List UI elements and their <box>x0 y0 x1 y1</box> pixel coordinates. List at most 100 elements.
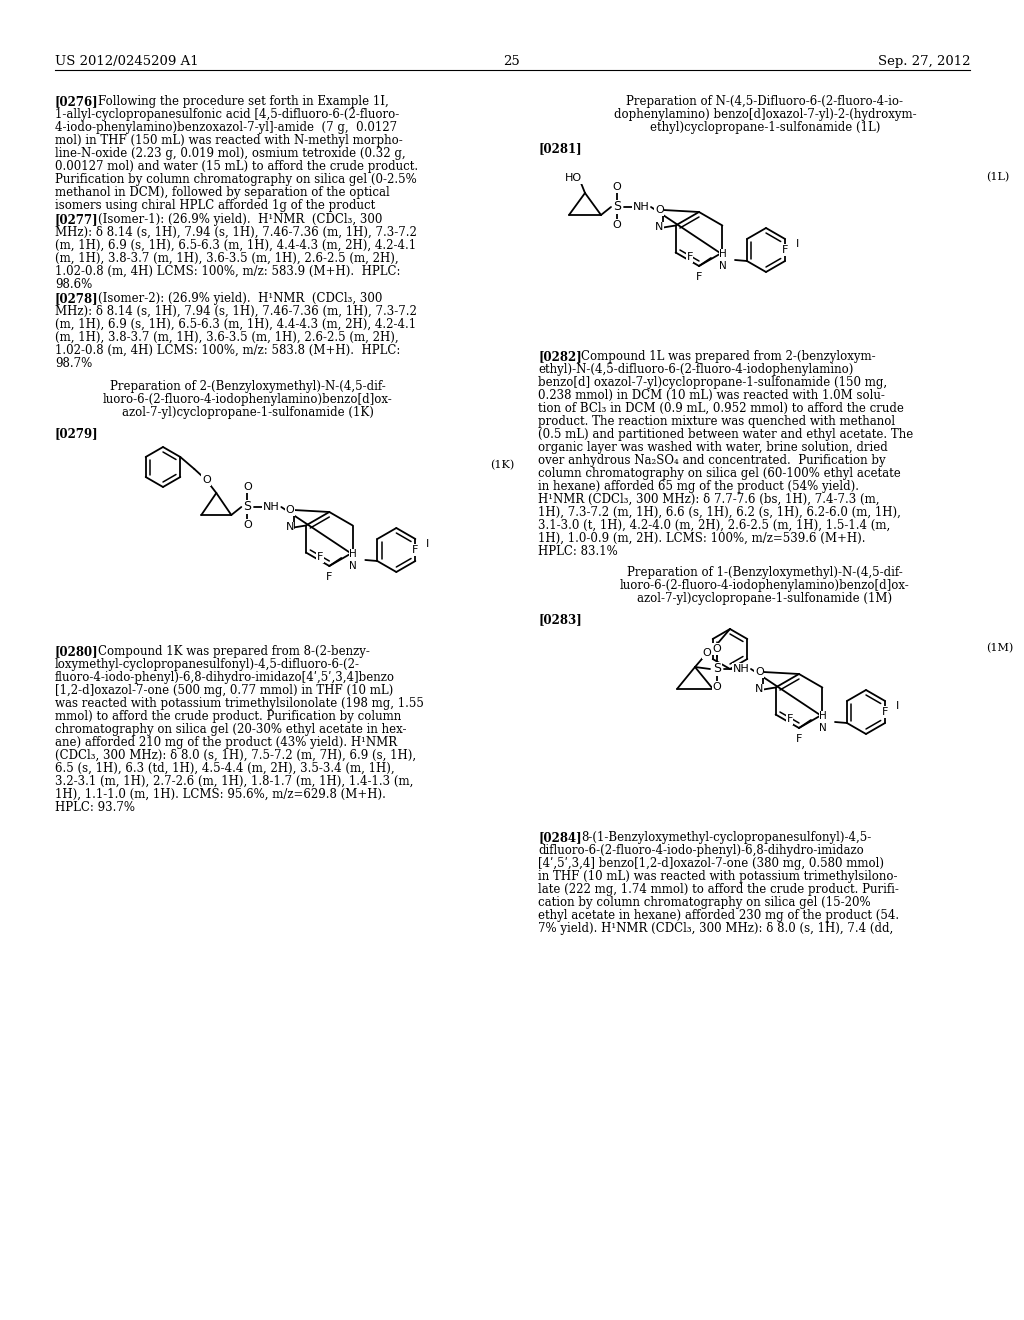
Text: late (222 mg, 1.74 mmol) to afford the crude product. Purifi-: late (222 mg, 1.74 mmol) to afford the c… <box>538 883 899 896</box>
Text: (m, 1H), 6.9 (s, 1H), 6.5-6.3 (m, 1H), 4.4-4.3 (m, 2H), 4.2-4.1: (m, 1H), 6.9 (s, 1H), 6.5-6.3 (m, 1H), 4… <box>55 239 416 252</box>
Text: Compound 1L was prepared from 2-(benzyloxym-: Compound 1L was prepared from 2-(benzylo… <box>581 350 876 363</box>
Text: 98.6%: 98.6% <box>55 279 92 290</box>
Text: 3.2-3.1 (m, 1H), 2.7-2.6 (m, 1H), 1.8-1.7 (m, 1H), 1.4-1.3 (m,: 3.2-3.1 (m, 1H), 2.7-2.6 (m, 1H), 1.8-1.… <box>55 775 414 788</box>
Text: Preparation of 2-(Benzyloxymethyl)-N-(4,5-dif-: Preparation of 2-(Benzyloxymethyl)-N-(4,… <box>111 380 386 393</box>
Text: O: O <box>612 220 622 230</box>
Text: [0277]: [0277] <box>55 213 98 226</box>
Text: (CDCl₃, 300 MHz): δ 8.0 (s, 1H), 7.5-7.2 (m, 7H), 6.9 (s, 1H),: (CDCl₃, 300 MHz): δ 8.0 (s, 1H), 7.5-7.2… <box>55 748 416 762</box>
Text: [0276]: [0276] <box>55 95 98 108</box>
Text: O: O <box>202 475 211 484</box>
Text: O: O <box>655 205 664 215</box>
Text: 6.5 (s, 1H), 6.3 (td, 1H), 4.5-4.4 (m, 2H), 3.5-3.4 (m, 1H),: 6.5 (s, 1H), 6.3 (td, 1H), 4.5-4.4 (m, 2… <box>55 762 394 775</box>
Text: was reacted with potassium trimethylsilonolate (198 mg, 1.55: was reacted with potassium trimethylsilo… <box>55 697 424 710</box>
Text: F: F <box>696 272 702 282</box>
Text: O: O <box>755 667 764 677</box>
Text: 7% yield). H¹NMR (CDCl₃, 300 MHz): δ 8.0 (s, 1H), 7.4 (dd,: 7% yield). H¹NMR (CDCl₃, 300 MHz): δ 8.0… <box>538 921 893 935</box>
Text: MHz): δ 8.14 (s, 1H), 7.94 (s, 1H), 7.46-7.36 (m, 1H), 7.3-7.2: MHz): δ 8.14 (s, 1H), 7.94 (s, 1H), 7.46… <box>55 305 417 318</box>
Text: Preparation of N-(4,5-Difluoro-6-(2-fluoro-4-io-: Preparation of N-(4,5-Difluoro-6-(2-fluo… <box>627 95 903 108</box>
Text: isomers using chiral HPLC afforded 1g of the product: isomers using chiral HPLC afforded 1g of… <box>55 199 375 213</box>
Text: [0278]: [0278] <box>55 292 98 305</box>
Text: Purification by column chromatography on silica gel (0-2.5%: Purification by column chromatography on… <box>55 173 417 186</box>
Text: organic layer was washed with water, brine solution, dried: organic layer was washed with water, bri… <box>538 441 888 454</box>
Text: (m, 1H), 6.9 (s, 1H), 6.5-6.3 (m, 1H), 4.4-4.3 (m, 2H), 4.2-4.1: (m, 1H), 6.9 (s, 1H), 6.5-6.3 (m, 1H), 4… <box>55 318 416 331</box>
Text: ethyl acetate in hexane) afforded 230 mg of the product (54.: ethyl acetate in hexane) afforded 230 mg… <box>538 909 899 921</box>
Text: dophenylamino) benzo[d]oxazol-7-yl)-2-(hydroxym-: dophenylamino) benzo[d]oxazol-7-yl)-2-(h… <box>613 108 916 121</box>
Text: tion of BCl₃ in DCM (0.9 mL, 0.952 mmol) to afford the crude: tion of BCl₃ in DCM (0.9 mL, 0.952 mmol)… <box>538 403 904 414</box>
Text: over anhydrous Na₂SO₄ and concentrated.  Purification by: over anhydrous Na₂SO₄ and concentrated. … <box>538 454 886 467</box>
Text: [0280]: [0280] <box>55 645 98 657</box>
Text: (1M): (1M) <box>986 643 1014 653</box>
Text: [0284]: [0284] <box>538 832 582 843</box>
Text: azol-7-yl)cyclopropane-1-sulfonamide (1M): azol-7-yl)cyclopropane-1-sulfonamide (1M… <box>637 591 893 605</box>
Text: chromatography on silica gel (20-30% ethyl acetate in hex-: chromatography on silica gel (20-30% eth… <box>55 723 407 737</box>
Text: line-N-oxide (2.23 g, 0.019 mol), osmium tetroxide (0.32 g,: line-N-oxide (2.23 g, 0.019 mol), osmium… <box>55 147 406 160</box>
Text: [0281]: [0281] <box>538 143 582 154</box>
Text: S: S <box>244 500 251 513</box>
Text: cation by column chromatography on silica gel (15-20%: cation by column chromatography on silic… <box>538 896 870 909</box>
Text: NH: NH <box>633 202 649 213</box>
Text: 1.02-0.8 (m, 4H) LCMS: 100%, m/z: 583.9 (M+H).  HPLC:: 1.02-0.8 (m, 4H) LCMS: 100%, m/z: 583.9 … <box>55 265 400 279</box>
Text: loxymethyl-cyclopropanesulfonyl)-4,5-difluoro-6-(2-: loxymethyl-cyclopropanesulfonyl)-4,5-dif… <box>55 657 360 671</box>
Text: 0.00127 mol) and water (15 mL) to afford the crude product.: 0.00127 mol) and water (15 mL) to afford… <box>55 160 418 173</box>
Text: methanol in DCM), followed by separation of the optical: methanol in DCM), followed by separation… <box>55 186 390 199</box>
Text: (Isomer-2): (26.9% yield).  H¹NMR  (CDCl₃, 300: (Isomer-2): (26.9% yield). H¹NMR (CDCl₃,… <box>98 292 382 305</box>
Text: F: F <box>782 246 788 255</box>
Text: 1H), 7.3-7.2 (m, 1H), 6.6 (s, 1H), 6.2 (s, 1H), 6.2-6.0 (m, 1H),: 1H), 7.3-7.2 (m, 1H), 6.6 (s, 1H), 6.2 (… <box>538 506 901 519</box>
Text: O: O <box>702 648 712 657</box>
Text: S: S <box>713 663 721 676</box>
Text: 1.02-0.8 (m, 4H) LCMS: 100%, m/z: 583.8 (M+H).  HPLC:: 1.02-0.8 (m, 4H) LCMS: 100%, m/z: 583.8 … <box>55 345 400 356</box>
Text: MHz): δ 8.14 (s, 1H), 7.94 (s, 1H), 7.46-7.36 (m, 1H), 7.3-7.2: MHz): δ 8.14 (s, 1H), 7.94 (s, 1H), 7.46… <box>55 226 417 239</box>
Text: N: N <box>286 523 294 532</box>
Text: (m, 1H), 3.8-3.7 (m, 1H), 3.6-3.5 (m, 1H), 2.6-2.5 (m, 2H),: (m, 1H), 3.8-3.7 (m, 1H), 3.6-3.5 (m, 1H… <box>55 331 398 345</box>
Text: N: N <box>755 685 764 694</box>
Text: (Isomer-1): (26.9% yield).  H¹NMR  (CDCl₃, 300: (Isomer-1): (26.9% yield). H¹NMR (CDCl₃,… <box>98 213 382 226</box>
Text: H¹NMR (CDCl₃, 300 MHz): δ 7.7-7.6 (bs, 1H), 7.4-7.3 (m,: H¹NMR (CDCl₃, 300 MHz): δ 7.7-7.6 (bs, 1… <box>538 492 880 506</box>
Text: ane) afforded 210 mg of the product (43% yield). H¹NMR: ane) afforded 210 mg of the product (43%… <box>55 737 397 748</box>
Text: 3.1-3.0 (t, 1H), 4.2-4.0 (m, 2H), 2.6-2.5 (m, 1H), 1.5-1.4 (m,: 3.1-3.0 (t, 1H), 4.2-4.0 (m, 2H), 2.6-2.… <box>538 519 890 532</box>
Text: Compound 1K was prepared from 8-(2-benzy-: Compound 1K was prepared from 8-(2-benzy… <box>98 645 370 657</box>
Text: F: F <box>882 708 888 717</box>
Text: H
N: H N <box>349 549 357 570</box>
Text: O: O <box>713 682 721 692</box>
Text: column chromatography on silica gel (60-100% ethyl acetate: column chromatography on silica gel (60-… <box>538 467 901 480</box>
Text: mol) in THF (150 mL) was reacted with N-methyl morpho-: mol) in THF (150 mL) was reacted with N-… <box>55 135 402 147</box>
Text: 98.7%: 98.7% <box>55 356 92 370</box>
Text: (m, 1H), 3.8-3.7 (m, 1H), 3.6-3.5 (m, 1H), 2.6-2.5 (m, 2H),: (m, 1H), 3.8-3.7 (m, 1H), 3.6-3.5 (m, 1H… <box>55 252 398 265</box>
Text: F: F <box>796 734 802 744</box>
Text: mmol) to afford the crude product. Purification by column: mmol) to afford the crude product. Purif… <box>55 710 401 723</box>
Text: F: F <box>326 572 333 582</box>
Text: I: I <box>426 539 429 549</box>
Text: [1,2-d]oxazol-7-one (500 mg, 0.77 mmol) in THF (10 mL): [1,2-d]oxazol-7-one (500 mg, 0.77 mmol) … <box>55 684 393 697</box>
Text: F: F <box>413 545 419 554</box>
Text: 1-allyl-cyclopropanesulfonic acid [4,5-difluoro-6-(2-fluoro-: 1-allyl-cyclopropanesulfonic acid [4,5-d… <box>55 108 399 121</box>
Text: F: F <box>786 714 793 725</box>
Text: NH: NH <box>732 664 750 675</box>
Text: 25: 25 <box>504 55 520 69</box>
Text: fluoro-4-iodo-phenyl)-6,8-dihydro-imidazo[4ʹ,5ʹ,3,4]benzo: fluoro-4-iodo-phenyl)-6,8-dihydro-imidaz… <box>55 671 395 684</box>
Text: [0279]: [0279] <box>55 426 98 440</box>
Text: F: F <box>316 553 324 562</box>
Text: N: N <box>655 223 664 232</box>
Text: H
N: H N <box>819 711 826 733</box>
Text: [0283]: [0283] <box>538 612 582 626</box>
Text: [0282]: [0282] <box>538 350 582 363</box>
Text: O: O <box>713 644 721 653</box>
Text: ethyl)cyclopropane-1-sulfonamide (1L): ethyl)cyclopropane-1-sulfonamide (1L) <box>650 121 881 135</box>
Text: 1H), 1.1-1.0 (m, 1H). LCMS: 95.6%, m/z=629.8 (M+H).: 1H), 1.1-1.0 (m, 1H). LCMS: 95.6%, m/z=6… <box>55 788 386 801</box>
Text: F: F <box>686 252 693 263</box>
Text: product. The reaction mixture was quenched with methanol: product. The reaction mixture was quench… <box>538 414 895 428</box>
Text: difluoro-6-(2-fluoro-4-iodo-phenyl)-6,8-dihydro-imidazo: difluoro-6-(2-fluoro-4-iodo-phenyl)-6,8-… <box>538 843 864 857</box>
Text: luoro-6-(2-fluoro-4-iodophenylamino)benzo[d]ox-: luoro-6-(2-fluoro-4-iodophenylamino)benz… <box>621 579 910 591</box>
Text: HPLC: 93.7%: HPLC: 93.7% <box>55 801 135 814</box>
Text: O: O <box>612 182 622 191</box>
Text: Preparation of 1-(Benzyloxymethyl)-N-(4,5-dif-: Preparation of 1-(Benzyloxymethyl)-N-(4,… <box>627 566 903 579</box>
Text: Following the procedure set forth in Example 1I,: Following the procedure set forth in Exa… <box>98 95 389 108</box>
Text: in THF (10 mL) was reacted with potassium trimethylsilono-: in THF (10 mL) was reacted with potassiu… <box>538 870 897 883</box>
Text: O: O <box>243 482 252 492</box>
Text: (1K): (1K) <box>490 459 514 470</box>
Text: ethyl)-N-(4,5-difluoro-6-(2-fluoro-4-iodophenylamino): ethyl)-N-(4,5-difluoro-6-(2-fluoro-4-iod… <box>538 363 853 376</box>
Text: I: I <box>796 239 799 249</box>
Text: azol-7-yl)cyclopropane-1-sulfonamide (1K): azol-7-yl)cyclopropane-1-sulfonamide (1K… <box>122 407 374 418</box>
Text: [4ʹ,5ʹ,3,4] benzo[1,2-d]oxazol-7-one (380 mg, 0.580 mmol): [4ʹ,5ʹ,3,4] benzo[1,2-d]oxazol-7-one (38… <box>538 857 884 870</box>
Text: luoro-6-(2-fluoro-4-iodophenylamino)benzo[d]ox-: luoro-6-(2-fluoro-4-iodophenylamino)benz… <box>103 393 393 407</box>
